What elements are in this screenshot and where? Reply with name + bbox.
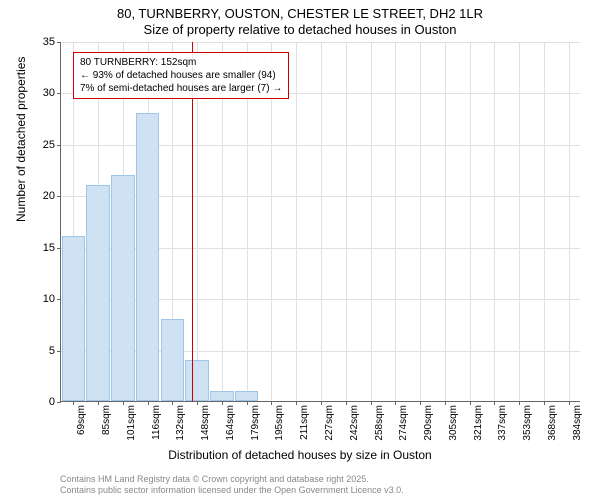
chart-title-line2: Size of property relative to detached ho… <box>0 22 600 37</box>
xtick-mark <box>123 401 124 405</box>
xtick-mark <box>544 401 545 405</box>
gridline-vertical <box>445 42 446 401</box>
xtick-label: 384sqm <box>572 405 583 441</box>
gridline-vertical <box>296 42 297 401</box>
xtick-mark <box>73 401 74 405</box>
xtick-mark <box>321 401 322 405</box>
xtick-label: 368sqm <box>547 405 558 441</box>
gridline-vertical <box>371 42 372 401</box>
ytick-label: 0 <box>15 396 55 408</box>
xtick-label: 148sqm <box>200 405 211 441</box>
annotation-line1: 80 TURNBERRY: 152sqm <box>80 56 282 69</box>
xtick-label: 116sqm <box>151 405 162 440</box>
gridline-vertical <box>519 42 520 401</box>
histogram-bar <box>210 391 234 401</box>
xtick-label: 227sqm <box>324 405 335 441</box>
ytick-label: 25 <box>15 139 55 151</box>
xtick-mark <box>371 401 372 405</box>
xtick-mark <box>148 401 149 405</box>
xtick-label: 132sqm <box>175 405 186 441</box>
xtick-mark <box>172 401 173 405</box>
x-axis-label: Distribution of detached houses by size … <box>0 448 600 462</box>
xtick-mark <box>569 401 570 405</box>
xtick-label: 195sqm <box>274 405 285 441</box>
ytick-label: 10 <box>15 293 55 305</box>
ytick-label: 30 <box>15 87 55 99</box>
xtick-mark <box>271 401 272 405</box>
histogram-bar <box>111 175 135 401</box>
xtick-label: 179sqm <box>250 405 261 441</box>
xtick-label: 211sqm <box>299 405 310 440</box>
xtick-label: 321sqm <box>473 405 484 441</box>
ytick-mark <box>57 42 61 43</box>
ytick-mark <box>57 402 61 403</box>
xtick-label: 305sqm <box>448 405 459 441</box>
footer-attribution: Contains HM Land Registry data © Crown c… <box>60 474 404 496</box>
ytick-mark <box>57 248 61 249</box>
ytick-mark <box>57 351 61 352</box>
gridline-vertical <box>395 42 396 401</box>
xtick-mark <box>296 401 297 405</box>
gridline-vertical <box>569 42 570 401</box>
xtick-mark <box>197 401 198 405</box>
xtick-label: 274sqm <box>398 405 409 441</box>
xtick-mark <box>346 401 347 405</box>
gridline-vertical <box>544 42 545 401</box>
annotation-line2: ← 93% of detached houses are smaller (94… <box>80 69 282 82</box>
histogram-bar <box>62 236 86 401</box>
histogram-bar <box>86 185 110 401</box>
xtick-mark <box>519 401 520 405</box>
ytick-label: 15 <box>15 242 55 254</box>
ytick-label: 35 <box>15 36 55 48</box>
ytick-mark <box>57 93 61 94</box>
gridline-vertical <box>346 42 347 401</box>
ytick-mark <box>57 299 61 300</box>
xtick-label: 242sqm <box>349 405 360 441</box>
xtick-mark <box>222 401 223 405</box>
xtick-mark <box>494 401 495 405</box>
xtick-mark <box>420 401 421 405</box>
ytick-label: 20 <box>15 190 55 202</box>
xtick-label: 69sqm <box>76 405 87 435</box>
xtick-label: 353sqm <box>522 405 533 441</box>
histogram-bar <box>161 319 185 401</box>
xtick-mark <box>247 401 248 405</box>
footer-line2: Contains public sector information licen… <box>60 485 404 496</box>
histogram-bar <box>136 113 160 401</box>
chart-title-line1: 80, TURNBERRY, OUSTON, CHESTER LE STREET… <box>0 6 600 21</box>
xtick-label: 290sqm <box>423 405 434 441</box>
xtick-label: 101sqm <box>126 405 137 441</box>
gridline-vertical <box>470 42 471 401</box>
gridline-vertical <box>494 42 495 401</box>
gridline-vertical <box>321 42 322 401</box>
histogram-bar <box>235 391 259 401</box>
xtick-mark <box>98 401 99 405</box>
ytick-mark <box>57 196 61 197</box>
xtick-label: 164sqm <box>225 405 236 441</box>
xtick-mark <box>395 401 396 405</box>
xtick-label: 85sqm <box>101 405 112 435</box>
annotation-box: 80 TURNBERRY: 152sqm ← 93% of detached h… <box>73 52 289 99</box>
xtick-mark <box>470 401 471 405</box>
ytick-mark <box>57 145 61 146</box>
annotation-line3: 7% of semi-detached houses are larger (7… <box>80 82 282 95</box>
xtick-label: 258sqm <box>374 405 385 441</box>
histogram-bar <box>185 360 209 401</box>
ytick-label: 5 <box>15 345 55 357</box>
xtick-label: 337sqm <box>497 405 508 441</box>
xtick-mark <box>445 401 446 405</box>
footer-line1: Contains HM Land Registry data © Crown c… <box>60 474 404 485</box>
gridline-vertical <box>420 42 421 401</box>
